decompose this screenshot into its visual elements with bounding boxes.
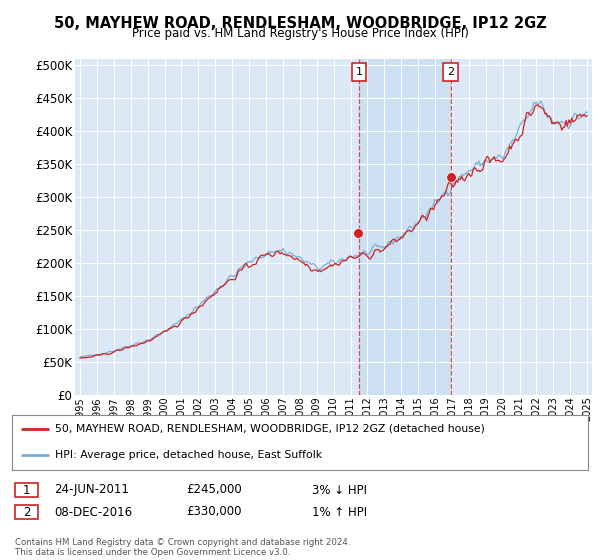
Text: 2: 2 [23,506,30,519]
Text: 1: 1 [355,67,362,77]
Text: 3% ↓ HPI: 3% ↓ HPI [312,483,367,497]
Text: HPI: Average price, detached house, East Suffolk: HPI: Average price, detached house, East… [55,450,322,460]
Text: 2: 2 [447,67,454,77]
Text: Price paid vs. HM Land Registry's House Price Index (HPI): Price paid vs. HM Land Registry's House … [131,27,469,40]
Text: 1: 1 [23,483,30,497]
Text: 50, MAYHEW ROAD, RENDLESHAM, WOODBRIDGE, IP12 2GZ (detached house): 50, MAYHEW ROAD, RENDLESHAM, WOODBRIDGE,… [55,424,485,434]
Text: £245,000: £245,000 [186,483,242,497]
Text: 08-DEC-2016: 08-DEC-2016 [54,506,132,519]
Bar [359,59,451,395]
Text: £330,000: £330,000 [186,506,241,519]
Text: 24-JUN-2011: 24-JUN-2011 [54,483,129,497]
Text: Contains HM Land Registry data © Crown copyright and database right 2024.
This d: Contains HM Land Registry data © Crown c… [15,538,350,557]
Text: 50, MAYHEW ROAD, RENDLESHAM, WOODBRIDGE, IP12 2GZ: 50, MAYHEW ROAD, RENDLESHAM, WOODBRIDGE,… [53,16,547,31]
Text: 1% ↑ HPI: 1% ↑ HPI [312,506,367,519]
